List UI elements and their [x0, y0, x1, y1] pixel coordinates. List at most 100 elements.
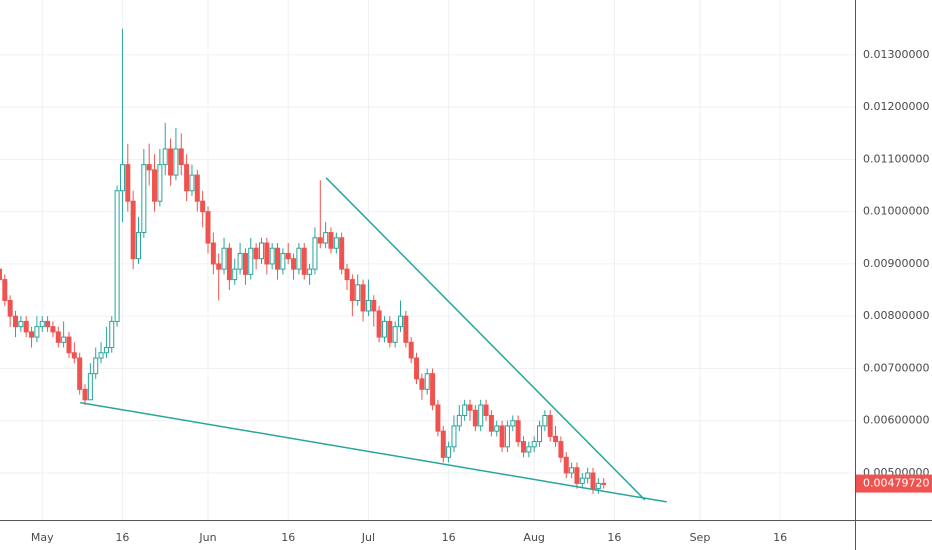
- x-tick-label: Aug: [523, 531, 544, 544]
- candle-body: [451, 425, 457, 448]
- candle-body: [7, 300, 13, 317]
- y-tick-label: 0.00700000: [863, 361, 929, 374]
- candle-body: [242, 252, 248, 275]
- candle-body: [221, 247, 227, 270]
- candle-body: [601, 482, 607, 485]
- candle-body: [328, 232, 334, 249]
- candle-body: [499, 425, 505, 448]
- candle-body: [483, 404, 489, 416]
- candle-body: [210, 242, 216, 265]
- x-tick-label: 16: [607, 531, 621, 544]
- candle-body: [130, 200, 136, 260]
- candle-body: [579, 477, 585, 484]
- candle-body: [264, 242, 270, 265]
- candle-body: [339, 237, 345, 270]
- candle-body: [531, 441, 537, 448]
- x-tick-label: 16: [442, 531, 456, 544]
- candle-body: [307, 268, 313, 275]
- candle-body: [537, 425, 543, 443]
- candle-body: [387, 320, 393, 343]
- candle-body: [547, 414, 553, 437]
- last-price-tag: [856, 474, 932, 493]
- candle-body: [258, 242, 264, 260]
- candle-body: [55, 331, 61, 343]
- candle-body: [157, 164, 163, 202]
- trend-line: [325, 177, 646, 501]
- candle-body: [109, 320, 115, 349]
- candle-body: [200, 200, 206, 213]
- candle-body: [397, 315, 403, 328]
- candle-body: [446, 446, 452, 458]
- candle-body: [146, 164, 152, 171]
- candle-body: [114, 190, 120, 322]
- candle-body: [87, 373, 93, 401]
- candle-body: [381, 320, 387, 338]
- candle-body: [0, 268, 2, 281]
- candle-body: [189, 174, 195, 192]
- candle-body: [520, 441, 526, 453]
- candle-body: [173, 148, 179, 176]
- candle-body: [349, 279, 355, 302]
- y-tick-label: 0.00900000: [863, 257, 929, 270]
- y-tick-label: 0.01200000: [863, 100, 929, 113]
- candle-body: [488, 414, 494, 432]
- candle-body: [424, 373, 430, 390]
- candle-body: [162, 148, 168, 166]
- candle-body: [440, 430, 446, 458]
- candle-body: [344, 268, 350, 281]
- x-tick-label: 16: [281, 531, 295, 544]
- candle-body: [574, 467, 580, 484]
- candle-body: [45, 320, 51, 328]
- candle-body: [296, 247, 302, 270]
- candle-body: [317, 237, 323, 244]
- candle-body: [553, 435, 559, 443]
- x-tick-label: 16: [773, 531, 787, 544]
- candle-body: [226, 247, 232, 281]
- candle-body: [66, 336, 72, 354]
- candle-body: [494, 425, 500, 432]
- candle-body: [82, 388, 88, 401]
- candle-body: [152, 169, 158, 202]
- candle-body: [275, 247, 281, 270]
- candle-body: [39, 320, 45, 328]
- candle-body: [125, 164, 131, 202]
- candle-body: [93, 357, 99, 375]
- candle-body: [456, 414, 462, 427]
- x-tick-label: 16: [115, 531, 129, 544]
- candle-body: [478, 404, 484, 427]
- candle-body: [2, 279, 8, 302]
- candle-body: [194, 174, 200, 202]
- candle-body: [103, 347, 109, 354]
- candle-body: [360, 284, 366, 312]
- candle-body: [558, 441, 564, 458]
- candle-body: [585, 472, 591, 479]
- candle-body: [392, 326, 398, 343]
- candle-body: [291, 258, 297, 270]
- candle-body: [216, 263, 222, 270]
- candle-body: [301, 247, 307, 275]
- candle-body: [590, 472, 596, 490]
- y-tick-label: 0.00600000: [863, 414, 929, 427]
- x-tick-label: May: [31, 531, 54, 544]
- candle-body: [280, 252, 286, 270]
- candle-body: [333, 237, 339, 249]
- candle-body: [371, 300, 377, 312]
- candle-body: [98, 352, 104, 359]
- candle-body: [312, 237, 318, 270]
- candle-body: [50, 326, 56, 333]
- candle-body: [71, 352, 77, 359]
- candle-body: [253, 247, 259, 260]
- candle-body: [29, 331, 35, 338]
- candle-body: [365, 300, 371, 312]
- candle-body: [77, 357, 83, 390]
- candle-body: [515, 420, 521, 443]
- y-tick-label: 0.01300000: [863, 48, 929, 61]
- x-tick-label: Jun: [198, 531, 216, 544]
- candle-body: [168, 148, 174, 176]
- candle-body: [403, 315, 409, 343]
- candle-body: [408, 341, 414, 359]
- x-tick-label: Sep: [690, 531, 711, 544]
- candle-body: [355, 284, 361, 302]
- y-tick-label: 0.01000000: [863, 205, 929, 218]
